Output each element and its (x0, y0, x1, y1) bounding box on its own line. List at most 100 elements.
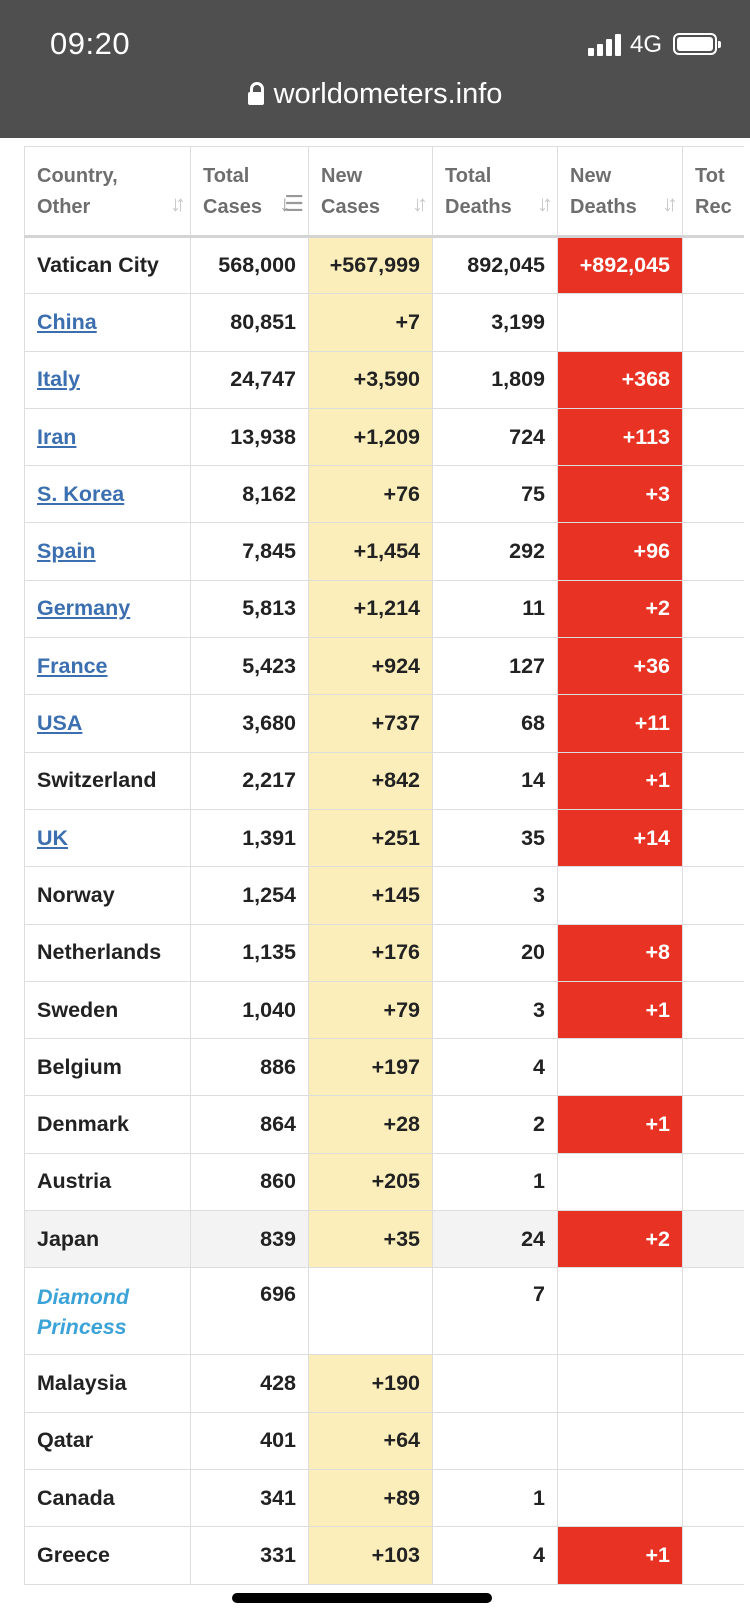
new-cases: +89 (308, 1468, 433, 1528)
country-name: Norway (24, 866, 191, 925)
sort-icon[interactable]: ↓↑ (537, 191, 553, 216)
new-deaths: +1 (557, 751, 683, 810)
total-recovered (681, 1267, 744, 1356)
new-deaths (557, 1267, 683, 1356)
new-deaths (557, 1468, 683, 1528)
table-row: China 80,851 +7 3,199 (24, 293, 744, 352)
total-cases: 3,680 (190, 694, 309, 753)
country-link[interactable]: China (24, 293, 191, 352)
col-header-total-deaths[interactable]: Total Deaths ↓↑ (432, 146, 558, 238)
country-link[interactable]: USA (24, 694, 191, 753)
sort-icon[interactable]: ↓↑ (170, 191, 186, 216)
battery-icon (673, 33, 721, 55)
new-cases: +1,454 (308, 522, 433, 581)
new-deaths: +1 (557, 1526, 683, 1585)
new-deaths: +2 (557, 1210, 683, 1269)
country-link[interactable]: France (24, 637, 191, 696)
total-deaths: 4 (432, 1526, 558, 1585)
total-recovered (681, 1354, 744, 1413)
col-header-total-cases[interactable]: Total Cases ↓☰ (190, 146, 309, 238)
total-cases: 1,391 (190, 808, 309, 868)
new-cases: +1,209 (308, 407, 433, 467)
country-link[interactable]: Spain (24, 522, 191, 581)
new-deaths: +2 (557, 579, 683, 639)
status-time: 09:20 (50, 26, 131, 61)
new-deaths (557, 293, 683, 352)
new-cases: +3,590 (308, 350, 433, 409)
country-link[interactable]: S. Korea (24, 465, 191, 524)
country-link[interactable]: Germany (24, 579, 191, 639)
new-cases: +190 (308, 1354, 433, 1413)
total-deaths: 127 (432, 637, 558, 696)
table-row: UK 1,391 +251 35 +14 (24, 808, 744, 868)
total-deaths: 24 (432, 1210, 558, 1269)
new-cases: +176 (308, 923, 433, 982)
new-deaths (557, 1038, 683, 1097)
table-row-highlighted: Japan 839 +35 24 +2 (24, 1210, 744, 1269)
total-recovered (681, 1152, 744, 1212)
total-cases: 5,813 (190, 579, 309, 639)
new-deaths: +14 (557, 808, 683, 868)
new-deaths (557, 866, 683, 925)
col-header-new-cases[interactable]: New Cases ↓↑ (308, 146, 433, 238)
sort-icon[interactable]: ↓↑ (662, 191, 678, 216)
total-deaths: 7 (432, 1267, 558, 1356)
country-link[interactable]: Diamond Princess (24, 1267, 191, 1356)
new-cases: +7 (308, 293, 433, 352)
total-deaths: 3 (432, 866, 558, 925)
total-recovered (681, 923, 744, 982)
total-cases: 5,423 (190, 637, 309, 696)
country-name: Malaysia (24, 1354, 191, 1413)
address-bar[interactable]: worldometers.info (0, 78, 750, 111)
total-recovered (681, 522, 744, 581)
total-deaths (432, 1354, 558, 1413)
total-cases: 7,845 (190, 522, 309, 581)
table-row: Spain 7,845 +1,454 292 +96 (24, 522, 744, 581)
sort-icon[interactable]: ↓↑ (412, 191, 428, 216)
total-cases: 696 (190, 1267, 309, 1356)
total-recovered (681, 1038, 744, 1097)
total-recovered (681, 1411, 744, 1470)
new-deaths: +3 (557, 465, 683, 524)
total-deaths: 11 (432, 579, 558, 639)
col-header-total-recovered[interactable]: Tot Rec (681, 146, 744, 238)
table-row: France 5,423 +924 127 +36 (24, 637, 744, 696)
country-link[interactable]: UK (24, 808, 191, 868)
total-recovered (681, 293, 744, 352)
col-header-country[interactable]: Country, Other ↓↑ (24, 146, 191, 238)
country-name: Greece (24, 1526, 191, 1585)
total-deaths: 2 (432, 1095, 558, 1154)
table-row: Qatar 401 +64 (24, 1411, 744, 1470)
total-recovered (681, 1095, 744, 1154)
table-row: Italy 24,747 +3,590 1,809 +368 (24, 350, 744, 409)
country-link[interactable]: Italy (24, 350, 191, 409)
total-recovered (681, 1468, 744, 1528)
total-cases: 80,851 (190, 293, 309, 352)
total-deaths: 20 (432, 923, 558, 982)
country-name: Vatican City (24, 235, 191, 295)
sort-desc-icon[interactable]: ↓☰ (279, 191, 304, 216)
country-link[interactable]: Iran (24, 407, 191, 467)
new-cases: +737 (308, 694, 433, 753)
total-cases: 860 (190, 1152, 309, 1212)
new-deaths (557, 1152, 683, 1212)
total-recovered (681, 1210, 744, 1269)
lock-icon (247, 82, 264, 106)
table-row: Switzerland 2,217 +842 14 +1 (24, 751, 744, 810)
country-name: Qatar (24, 1411, 191, 1470)
table-row: Canada 341 +89 1 (24, 1468, 744, 1528)
country-name: Belgium (24, 1038, 191, 1097)
new-cases: +251 (308, 808, 433, 868)
new-cases: +567,999 (308, 235, 433, 295)
country-name: Sweden (24, 980, 191, 1040)
total-deaths: 75 (432, 465, 558, 524)
new-cases: +842 (308, 751, 433, 810)
url-text: worldometers.info (273, 78, 503, 110)
col-header-new-deaths[interactable]: New Deaths ↓↑ (557, 146, 683, 238)
new-deaths: +1 (557, 1095, 683, 1154)
total-cases: 886 (190, 1038, 309, 1097)
home-indicator[interactable] (232, 1593, 492, 1603)
new-cases: +76 (308, 465, 433, 524)
new-deaths: +11 (557, 694, 683, 753)
total-deaths: 1,809 (432, 350, 558, 409)
